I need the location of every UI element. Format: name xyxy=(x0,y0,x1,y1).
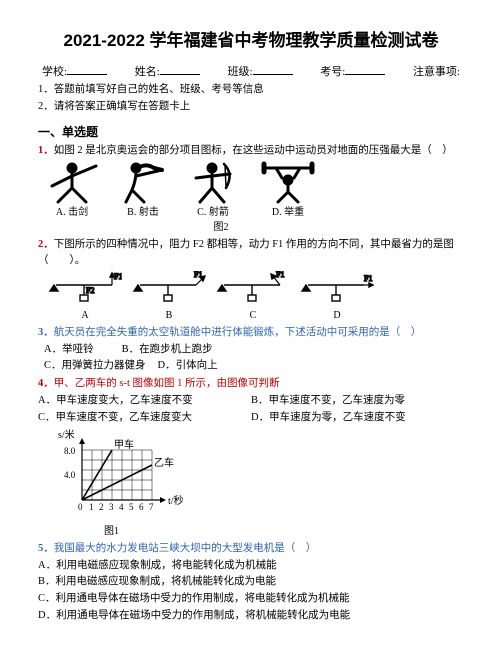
q5-text: 我国最大的水力发电站三峡大坝中的大型发电机是（ ） xyxy=(54,543,317,554)
svg-text:1: 1 xyxy=(89,502,94,512)
q4-opt-a: A．甲车速度变大，乙车速度不变 xyxy=(38,393,251,409)
svg-text:6: 6 xyxy=(139,502,144,512)
fencing-icon xyxy=(44,160,100,204)
q4-opt-c: C．甲车速度不变，乙车速度变大 xyxy=(38,410,251,426)
lever-a-icon: F1 F2 xyxy=(48,271,122,307)
svg-text:F1: F1 xyxy=(276,271,284,279)
st-graph-icon: s/米 t/秒 8.0 4.0 0 xyxy=(58,428,188,518)
svg-text:3: 3 xyxy=(109,502,114,512)
class-label: 班级: xyxy=(227,64,292,81)
question-4: 4．甲、乙两车的 s-t 图像如图 1 所示，由图像可判断 xyxy=(38,376,464,392)
q5-opt-a: A．利用电磁感应现象制成，将电能转化成为机械能 xyxy=(38,558,464,574)
xlabel: t/秒 xyxy=(168,494,184,507)
q1-fig-caption: 图2 xyxy=(0,220,464,235)
instruction-2: 2．请将答案正确填写在答题卡上 xyxy=(38,99,464,115)
q1-text: 如图 2 是北京奥运会的部分项目图标，在这些运动中运动员对地面的压强最大是（ ） xyxy=(54,145,453,156)
q3-text: 航天员在完全失重的太空轨道舱中进行体能锻炼，下述活动中可采用的是（ ） xyxy=(54,327,422,338)
svg-text:F1: F1 xyxy=(114,272,122,281)
archery-icon xyxy=(186,160,240,204)
q2-number: 2． xyxy=(38,239,54,250)
q5-opt-d: D．利用通电导体在磁场中受力的作用制成，将机械能转化成为电能 xyxy=(38,608,464,624)
q3-number: 3． xyxy=(38,327,54,338)
q5-number: 5． xyxy=(38,543,54,554)
q4-options: A．甲车速度变大，乙车速度不变 B．甲车速度不变，乙车速度为零 C．甲车速度不变… xyxy=(38,393,464,426)
q2-fig-b: F1 B xyxy=(132,271,206,323)
examno-label: 考号: xyxy=(320,64,385,81)
svg-text:0: 0 xyxy=(78,502,83,512)
q5-opt-c: C．利用通电导体在磁场中受力的作用制成，将电能转化成为机械能 xyxy=(38,591,464,607)
svg-text:4: 4 xyxy=(119,502,124,512)
svg-text:F1: F1 xyxy=(364,274,372,283)
q4-opt-d: D．甲车速度为零，乙车速度不变 xyxy=(251,410,464,426)
q3-opt-a: A．举哑铃 xyxy=(44,342,94,358)
q1-fig-d: D. 举重 xyxy=(258,160,318,220)
svg-text:8.0: 8.0 xyxy=(64,446,76,456)
q1-fig-c: C. 射箭 xyxy=(186,160,240,220)
name-label: 姓名: xyxy=(135,64,200,81)
instruction-1: 1．答题前填写好自己的姓名、班级、考号等信息 xyxy=(38,82,464,98)
svg-text:F2: F2 xyxy=(86,286,94,295)
lever-d-icon: F1 xyxy=(300,271,374,307)
svg-text:4.0: 4.0 xyxy=(64,470,76,480)
q2-fig-d: F1 D xyxy=(300,271,374,323)
svg-text:2: 2 xyxy=(99,502,104,512)
svg-text:甲车: 甲车 xyxy=(114,438,134,451)
question-3: 3．航天员在完全失重的太空轨道舱中进行体能锻炼，下述活动中可采用的是（ ） xyxy=(38,325,464,341)
q2-fig-a: F1 F2 A xyxy=(48,271,122,323)
student-info-row: 学校: 姓名: 班级: 考号: 注意事项: xyxy=(38,64,464,81)
question-2: 2．下图所示的四种情况中，阻力 F2 都相等，动力 F1 作用的方向不同，其中最… xyxy=(38,237,464,269)
svg-text:F1: F1 xyxy=(194,271,202,279)
q2-text: 下图所示的四种情况中，阻力 F2 都相等，动力 F1 作用的方向不同，其中最省力… xyxy=(38,239,454,266)
school-label: 学校: xyxy=(42,64,107,81)
weightlifting-icon xyxy=(258,160,318,204)
lever-b-icon: F1 xyxy=(132,271,206,307)
q3-opt-d: D．引体向上 xyxy=(158,358,218,374)
question-1: 1．如图 2 是北京奥运会的部分项目图标，在这些运动中运动员对地面的压强最大是（… xyxy=(38,143,464,159)
svg-text:5: 5 xyxy=(129,502,134,512)
shooting-icon xyxy=(118,160,168,204)
svg-text:7: 7 xyxy=(149,502,154,512)
q1-number: 1． xyxy=(38,145,54,156)
q4-chart: s/米 t/秒 8.0 4.0 0 xyxy=(58,428,464,539)
q4-number: 4． xyxy=(38,378,54,389)
chart-caption: 图1 xyxy=(104,524,464,539)
q1-figures: A. 击剑 B. 射击 C. xyxy=(44,160,464,220)
svg-text:乙车: 乙车 xyxy=(154,456,174,469)
q1-fig-a: A. 击剑 xyxy=(44,160,100,220)
notice-label: 注意事项: xyxy=(413,64,460,81)
exam-title: 2021-2022 学年福建省中考物理教学质量检测试卷 xyxy=(38,28,464,54)
q3-row1: A．举哑铃 B．在跑步机上跑步 xyxy=(44,342,464,358)
q5-opt-b: B．利用电磁感应现象制成，将机械能转化成为电能 xyxy=(38,574,464,590)
lever-c-icon: F1 xyxy=(216,271,290,307)
q1-fig-b: B. 射击 xyxy=(118,160,168,220)
q4-text: 甲、乙两车的 s-t 图像如图 1 所示，由图像可判断 xyxy=(54,378,280,389)
q3-opt-b: B．在跑步机上跑步 xyxy=(122,342,213,358)
question-5: 5．我国最大的水力发电站三峡大坝中的大型发电机是（ ） xyxy=(38,541,464,557)
q4-opt-b: B．甲车速度不变，乙车速度为零 xyxy=(251,393,464,409)
ylabel: s/米 xyxy=(58,428,75,441)
section-single-choice: 一、单选题 xyxy=(38,123,464,141)
q3-row2: C．用弹簧拉力器健身 D．引体向上 xyxy=(44,358,464,374)
q2-figures: F1 F2 A F1 B xyxy=(48,271,464,323)
q2-fig-c: F1 C xyxy=(216,271,290,323)
q3-opt-c: C．用弹簧拉力器健身 xyxy=(44,358,146,374)
